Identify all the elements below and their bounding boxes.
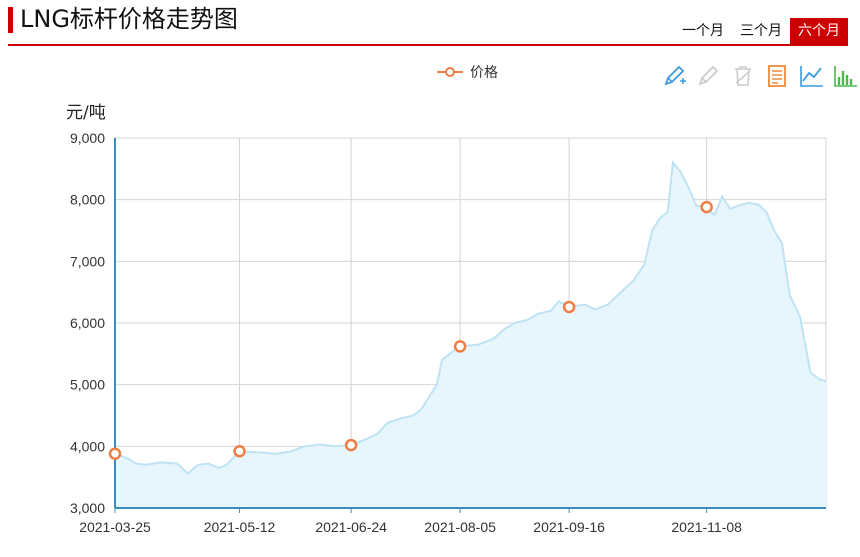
y-tick-label: 3,000 — [70, 500, 105, 516]
price-area — [115, 162, 826, 508]
x-tick-label: 2021-05-12 — [204, 519, 276, 535]
chart-header: LNG标杆价格走势图 一个月 三个月 六个月 — [0, 0, 860, 46]
price-marker — [108, 447, 122, 460]
line-chart-icon[interactable] — [794, 62, 828, 90]
y-tick-label: 4,000 — [70, 438, 105, 454]
price-marker — [700, 200, 713, 214]
price-marker — [344, 438, 358, 452]
x-tick-label: 2021-03-25 — [79, 519, 151, 535]
legend-line-marker-icon — [437, 67, 463, 77]
chart-toolbox — [658, 62, 860, 90]
price-marker — [233, 445, 246, 458]
range-tabs: 一个月 三个月 六个月 — [674, 18, 848, 44]
bar-chart-icon[interactable] — [828, 62, 860, 90]
y-tick-label: 9,000 — [70, 130, 105, 146]
x-tick-label: 2021-06-24 — [315, 519, 387, 535]
y-tick-label: 5,000 — [70, 377, 105, 393]
range-tab-three-months[interactable]: 三个月 — [740, 23, 782, 39]
y-axis-ticks: 3,000 4,000 5,000 6,000 7,000 8,000 9,000 — [70, 130, 105, 516]
legend[interactable]: 价格 — [436, 62, 498, 82]
chart-title: LNG标杆价格走势图 — [20, 5, 238, 33]
x-axis-ticks: 2021-03-25 2021-05-12 2021-06-24 2021-08-05… — [79, 519, 742, 535]
range-tab-one-month[interactable]: 一个月 — [682, 23, 724, 39]
price-markers — [108, 200, 713, 460]
data-view-icon[interactable] — [760, 62, 794, 90]
grid-lines — [115, 137, 827, 508]
eraser-icon[interactable] — [692, 62, 726, 90]
axes — [114, 138, 826, 513]
legend-label: 价格 — [470, 65, 498, 81]
x-tick-label: 2021-11-08 — [671, 519, 742, 535]
y-tick-label: 6,000 — [70, 315, 105, 331]
price-marker — [453, 340, 467, 353]
trash-icon[interactable] — [726, 62, 760, 90]
y-tick-label: 7,000 — [70, 253, 105, 269]
title-accent-bar — [8, 7, 13, 33]
price-marker — [562, 300, 576, 314]
x-tick-label: 2021-09-16 — [533, 519, 605, 535]
x-tick-label: 2021-08-05 — [424, 519, 496, 535]
y-axis-unit-label: 元/吨 — [66, 103, 106, 123]
pencil-icon[interactable] — [658, 62, 692, 90]
y-tick-label: 8,000 — [70, 192, 105, 208]
header-rule — [8, 44, 848, 46]
range-tab-six-months[interactable]: 六个月 — [790, 18, 848, 44]
